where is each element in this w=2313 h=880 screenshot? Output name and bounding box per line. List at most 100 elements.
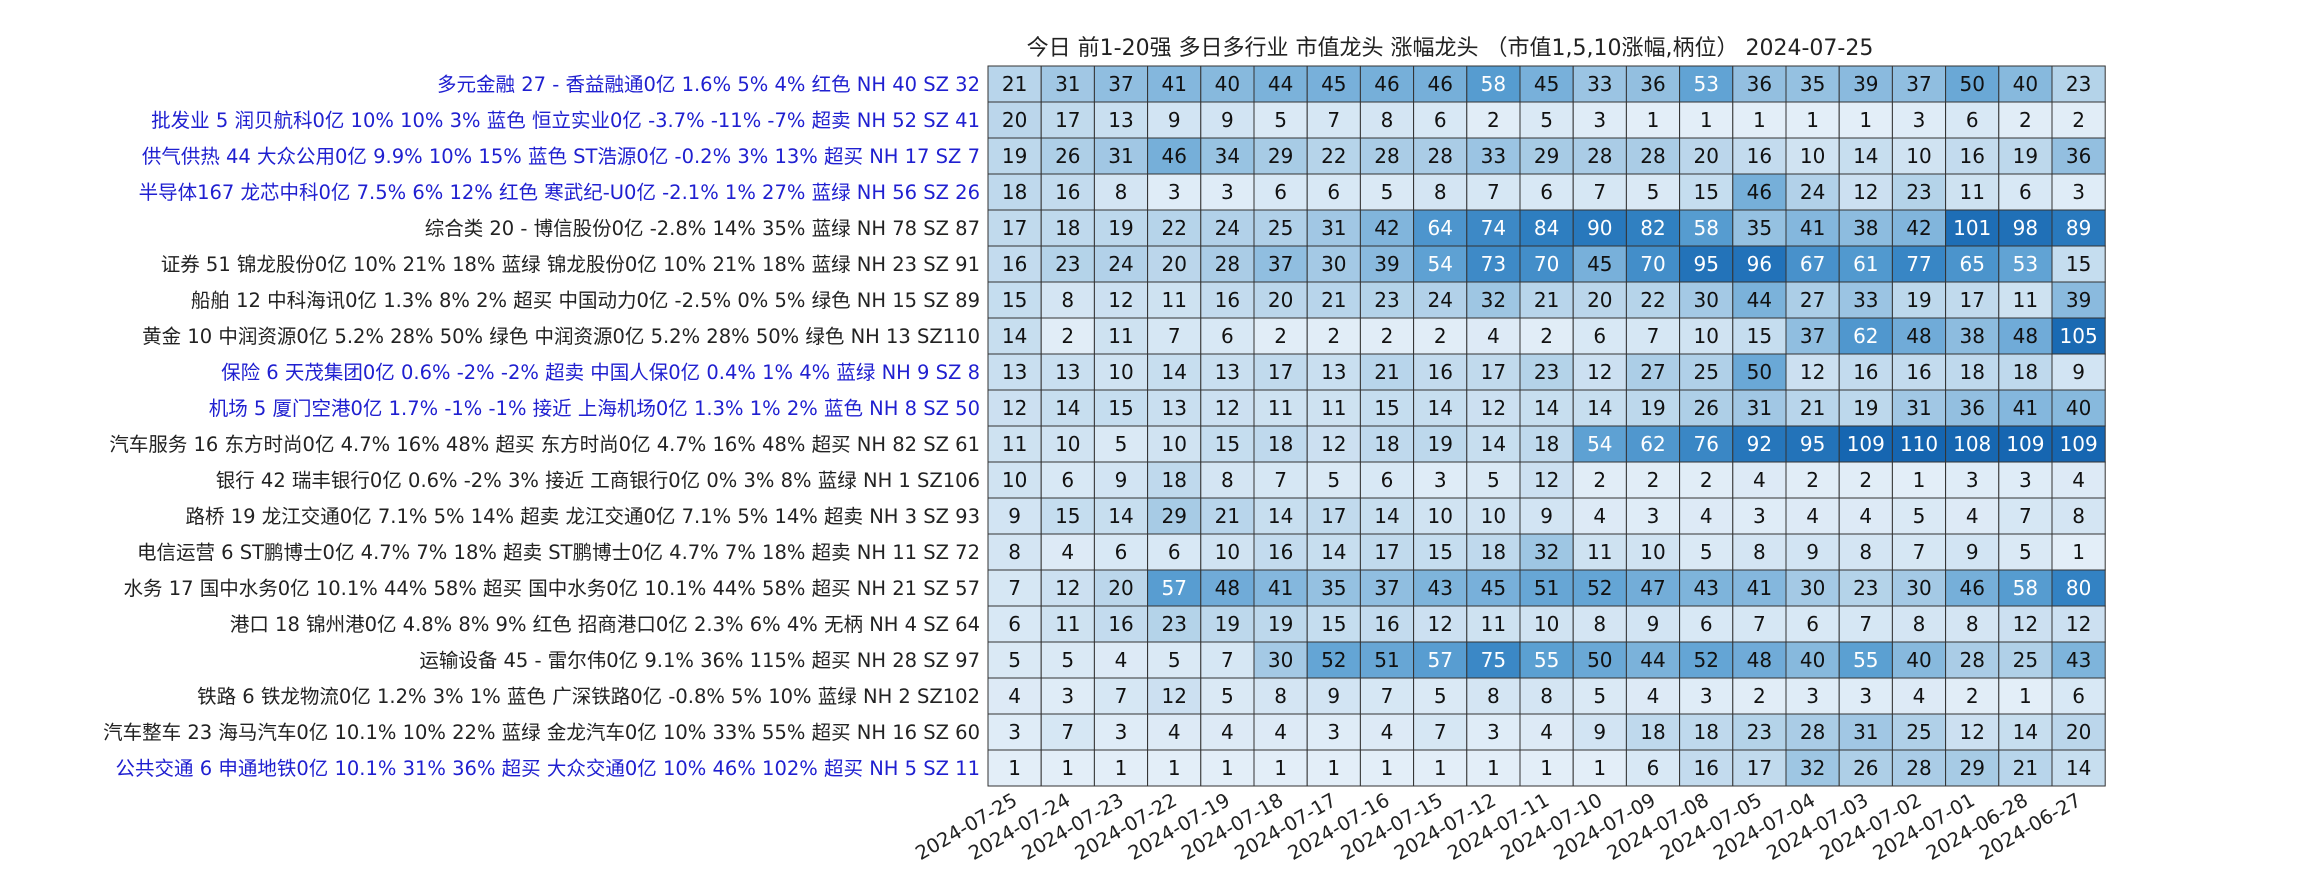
heatmap-cell <box>1359 533 1415 571</box>
cell-value-label: 4 <box>1061 540 1074 564</box>
heatmap-cell <box>987 569 1042 607</box>
cell-value-label: 42 <box>1374 216 1399 240</box>
heatmap-cell <box>1093 389 1149 427</box>
row-label: 综合类 20 - 博信股份0亿 -2.8% 14% 35% 蓝绿 NH 78 S… <box>425 217 980 240</box>
cell-value-label: 5 <box>1540 108 1553 132</box>
cell-value-label: 12 <box>1161 684 1186 708</box>
cell-value-label: 22 <box>1161 216 1186 240</box>
heatmap-cell <box>2051 749 2106 787</box>
cell-value-label: 12 <box>1108 288 1133 312</box>
cell-value-label: 16 <box>1374 612 1399 636</box>
cell-value-label: 7 <box>1061 720 1074 744</box>
cell-value-label: 14 <box>1374 504 1399 528</box>
heatmap-cell <box>1945 605 2000 643</box>
heatmap-cell <box>1945 677 2000 715</box>
cell-value-label: 109 <box>2006 432 2044 456</box>
cell-value-label: 101 <box>1953 216 1991 240</box>
heatmap-cell <box>1838 425 1893 463</box>
cell-value-label: 55 <box>1853 648 1878 672</box>
cell-value-label: 96 <box>1747 252 1772 276</box>
cell-value-label: 5 <box>2019 540 2032 564</box>
heatmap-cell <box>1413 173 1468 211</box>
cell-value-label: 5 <box>1061 648 1074 672</box>
cell-value-label: 16 <box>1002 252 1027 276</box>
heatmap-cell <box>1200 677 1255 715</box>
heatmap-cell <box>1093 209 1149 247</box>
cell-value-label: 18 <box>2013 360 2038 384</box>
heatmap-cell <box>2051 137 2106 175</box>
heatmap-cell <box>1306 353 1361 391</box>
cell-value-label: 1 <box>1487 756 1500 780</box>
cell-value-label: 12 <box>1002 396 1027 420</box>
cell-value-label: 1 <box>1221 756 1234 780</box>
heatmap-cell <box>1306 605 1361 643</box>
cell-value-label: 5 <box>1008 648 1021 672</box>
heatmap-cell <box>1413 209 1468 247</box>
heatmap-cell <box>1519 497 1574 535</box>
cell-value-label: 12 <box>1534 468 1559 492</box>
cell-value-label: 21 <box>1215 504 1240 528</box>
cell-value-label: 18 <box>1959 360 1984 384</box>
cell-value-label: 36 <box>1747 72 1772 96</box>
cell-value-label: 12 <box>1215 396 1240 420</box>
cell-value-label: 70 <box>1534 252 1559 276</box>
cell-value-label: 10 <box>1481 504 1506 528</box>
heatmap-cell <box>987 101 1042 139</box>
cell-value-label: 14 <box>1268 504 1293 528</box>
heatmap-cell <box>1040 641 1095 679</box>
heatmap-cell <box>1147 533 1202 571</box>
cell-value-label: 48 <box>1215 576 1240 600</box>
cell-value-label: 32 <box>1800 756 1825 780</box>
cell-value-label: 12 <box>2013 612 2038 636</box>
cell-value-label: 7 <box>1593 180 1606 204</box>
row-label: 证券 51 锦龙股份0亿 10% 21% 18% 蓝绿 锦龙股份0亿 10% 2… <box>161 253 980 276</box>
heatmap-cell <box>1413 497 1468 535</box>
cell-value-label: 27 <box>1640 360 1665 384</box>
cell-value-label: 2 <box>1061 324 1074 348</box>
row-label: 水务 17 国中水务0亿 10.1% 44% 58% 超买 国中水务0亿 10.… <box>124 577 980 600</box>
heatmap-cell <box>1040 65 1095 103</box>
cell-value-label: 8 <box>1913 612 1926 636</box>
cell-value-label: 40 <box>1800 648 1825 672</box>
heatmap-cell <box>1093 461 1149 499</box>
heatmap-cell <box>1785 281 1840 319</box>
cell-value-label: 40 <box>2013 72 2038 96</box>
cell-value-label: 14 <box>1534 396 1559 420</box>
cell-value-label: 4 <box>1115 648 1128 672</box>
cell-value-label: 18 <box>1693 720 1718 744</box>
heatmap-cell <box>1891 713 1947 751</box>
heatmap-cell <box>1625 173 1681 211</box>
cell-value-label: 23 <box>1374 288 1399 312</box>
heatmap-cell <box>987 461 1042 499</box>
heatmap-cell <box>1838 137 1893 175</box>
heatmap-cell <box>1572 569 1627 607</box>
cell-value-label: 8 <box>1061 288 1074 312</box>
cell-value-label: 3 <box>2019 468 2032 492</box>
cell-value-label: 14 <box>1481 432 1506 456</box>
heatmap-cell <box>1413 641 1468 679</box>
heatmap-cell <box>1253 497 1308 535</box>
cell-value-label: 4 <box>1540 720 1553 744</box>
cell-value-label: 3 <box>1434 468 1447 492</box>
row-label: 铁路 6 铁龙物流0亿 1.2% 3% 1% 蓝色 广深铁路0亿 -0.8% 5… <box>197 685 980 708</box>
heatmap-cell <box>1306 749 1361 787</box>
cell-value-label: 17 <box>1321 504 1346 528</box>
cell-value-label: 10 <box>1427 504 1452 528</box>
cell-value-label: 2 <box>1859 468 1872 492</box>
cell-value-label: 8 <box>1593 612 1606 636</box>
heatmap-cell <box>1147 749 1202 787</box>
cell-value-label: 19 <box>1268 612 1293 636</box>
heatmap-cell <box>1679 713 1734 751</box>
cell-value-label: 29 <box>1959 756 1984 780</box>
cell-value-label: 4 <box>1008 684 1021 708</box>
cell-value-label: 4 <box>2072 468 2085 492</box>
cell-value-label: 4 <box>1487 324 1500 348</box>
row-label: 机场 5 厦门空港0亿 1.7% -1% -1% 接近 上海机场0亿 1.3% … <box>209 397 980 420</box>
cell-value-label: 12 <box>1481 396 1506 420</box>
heatmap-cell <box>1253 713 1308 751</box>
cell-value-label: 16 <box>1427 360 1452 384</box>
heatmap-cell <box>1679 425 1734 463</box>
cell-value-label: 3 <box>1487 720 1500 744</box>
heatmap-cell <box>1945 569 2000 607</box>
cell-value-label: 6 <box>1540 180 1553 204</box>
